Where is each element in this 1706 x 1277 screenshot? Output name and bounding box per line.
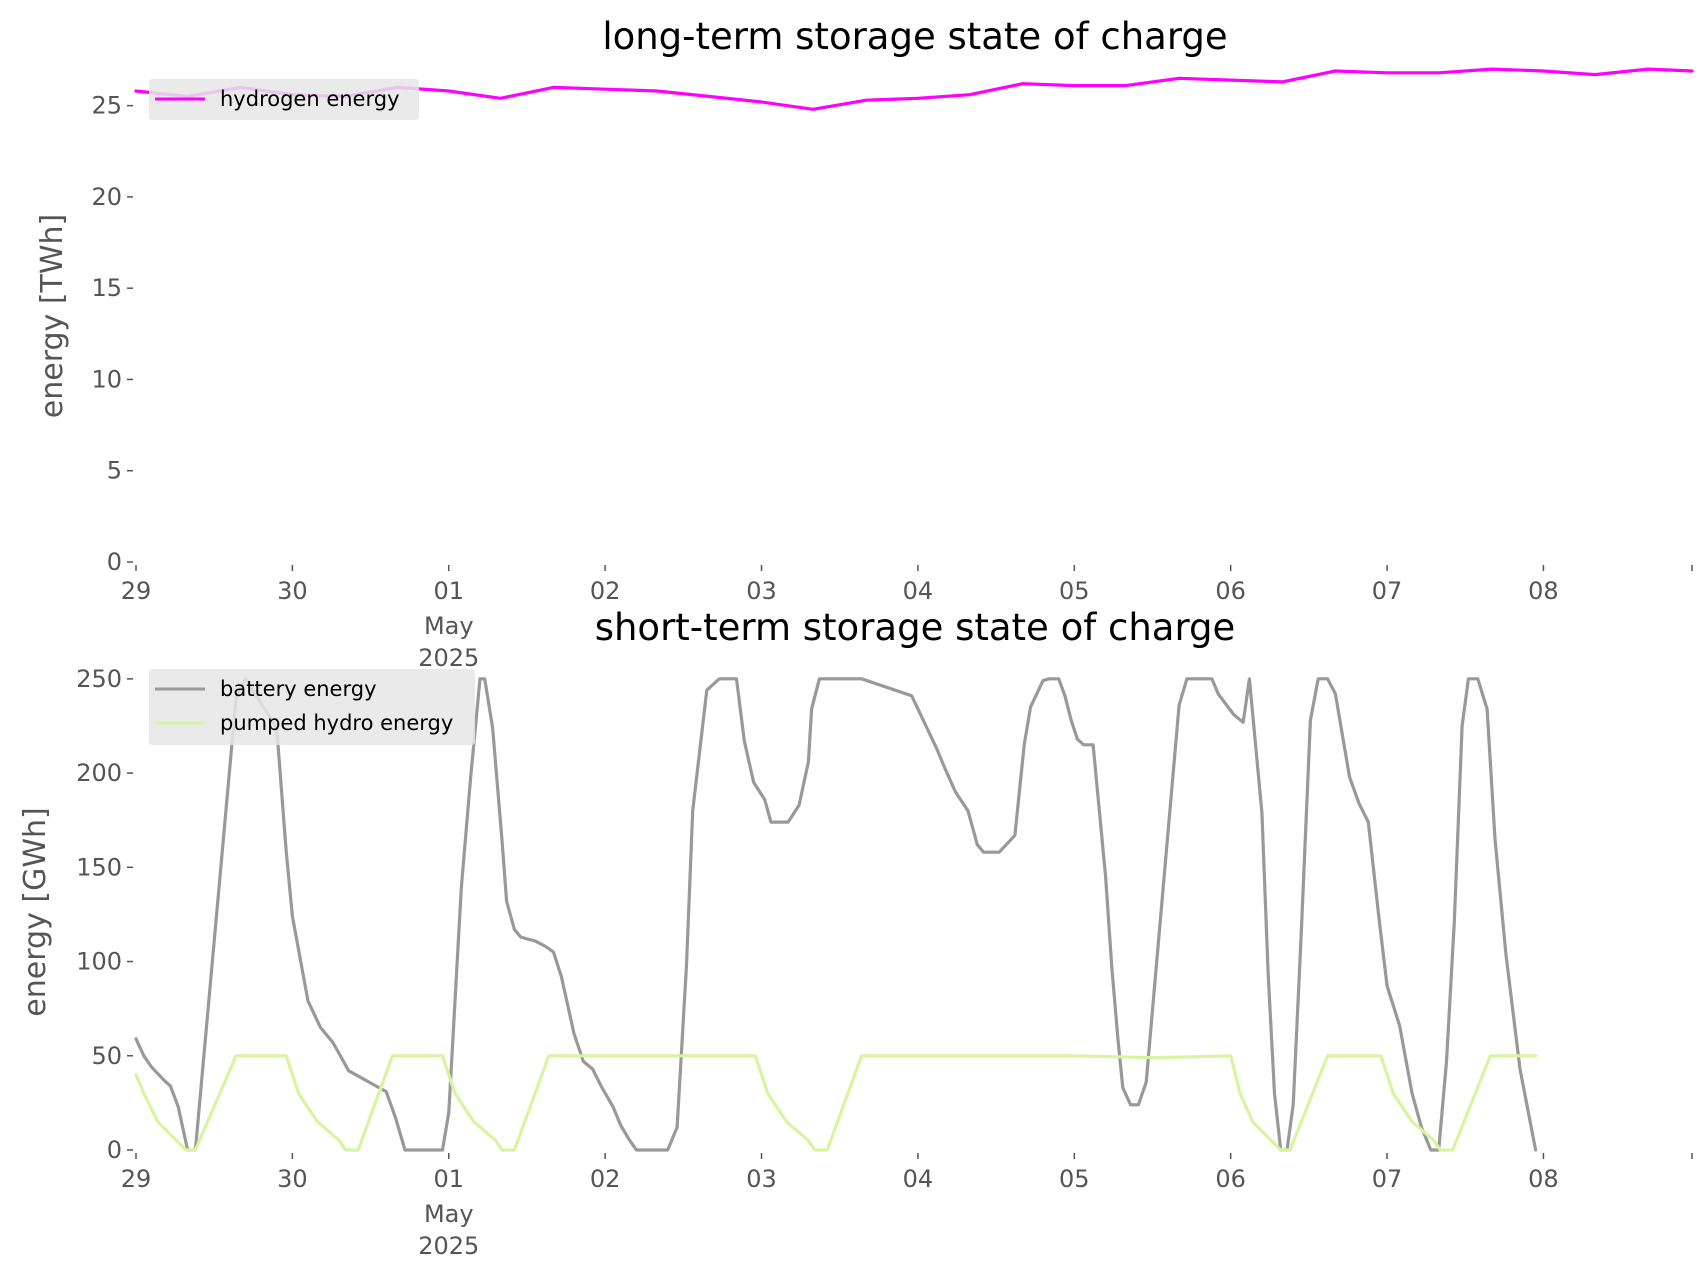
x-tick-label: 01 — [433, 1165, 464, 1193]
x-tick-label: 07 — [1372, 1165, 1403, 1193]
x-tick-label: 08 — [1528, 577, 1559, 605]
y-tick-label: 20 — [91, 183, 122, 211]
x-tick-label: 30 — [277, 577, 308, 605]
y-tick-label: 0 — [107, 548, 122, 576]
legend-label-battery: battery energy — [220, 677, 377, 701]
legend-label-hydrogen: hydrogen energy — [220, 87, 400, 111]
long-term-storage-chart: long-term storage state of charge energy… — [35, 15, 1694, 672]
y-tick-label: 0 — [107, 1136, 122, 1164]
legend: hydrogen energy — [149, 79, 419, 120]
x-tick-label: 30 — [277, 1165, 308, 1193]
x-tick-label: 29 — [121, 577, 152, 605]
y-tick-label: 5 — [107, 457, 122, 485]
y-tick-label: 150 — [76, 853, 122, 881]
y-axis-ticks: 0 5 10 15 20 25 — [91, 92, 133, 576]
y-tick-label: 250 — [76, 665, 122, 693]
x-tick-label: 06 — [1215, 577, 1246, 605]
y-tick-label: 15 — [91, 274, 122, 302]
y-tick-label: 50 — [91, 1042, 122, 1070]
y-tick-label: 10 — [91, 365, 122, 393]
x-tick-label: 04 — [903, 577, 934, 605]
x-tick-label: 05 — [1059, 577, 1090, 605]
y-axis-label: energy [TWh] — [35, 214, 70, 418]
series-lines — [134, 677, 1538, 1152]
legend: battery energy pumped hydro energy — [149, 669, 475, 745]
x-tick-label: 29 — [121, 1165, 152, 1193]
x-tick-sublabel: 2025 — [418, 644, 479, 672]
x-tick-label: 03 — [746, 577, 777, 605]
y-axis-label: energy [GWh] — [18, 807, 53, 1016]
y-axis-ticks: 0 50 100 150 200 250 — [76, 665, 133, 1164]
chart-title: short-term storage state of charge — [595, 606, 1236, 649]
y-tick-label: 200 — [76, 759, 122, 787]
x-tick-label: 01 — [433, 577, 464, 605]
x-tick-label: 05 — [1059, 1165, 1090, 1193]
x-tick-sublabel: 2025 — [418, 1232, 479, 1260]
legend-label-pumped-hydro: pumped hydro energy — [220, 711, 453, 735]
x-tick-sublabel: May — [424, 612, 474, 640]
series-line-battery-energy — [134, 677, 1538, 1152]
x-axis-ticks: 29 30 01 May 2025 02 03 04 05 06 07 08 — [121, 1153, 1693, 1260]
x-tick-label: 04 — [903, 1165, 934, 1193]
short-term-storage-chart: short-term storage state of charge energ… — [18, 606, 1693, 1260]
x-tick-label: 08 — [1528, 1165, 1559, 1193]
x-tick-label: 06 — [1215, 1165, 1246, 1193]
y-tick-label: 25 — [91, 92, 122, 120]
x-tick-label: 02 — [590, 1165, 621, 1193]
x-axis-ticks: 29 30 01 May 2025 02 03 04 05 06 07 08 — [121, 565, 1693, 672]
legend-box — [149, 669, 475, 745]
legend-box — [149, 79, 419, 120]
y-tick-label: 100 — [76, 948, 122, 976]
x-tick-label: 07 — [1372, 577, 1403, 605]
series-line-pumped-hydro-energy — [134, 1054, 1538, 1152]
x-tick-label: 02 — [590, 577, 621, 605]
x-tick-sublabel: May — [424, 1200, 474, 1228]
x-tick-label: 03 — [746, 1165, 777, 1193]
chart-title: long-term storage state of charge — [602, 15, 1227, 58]
